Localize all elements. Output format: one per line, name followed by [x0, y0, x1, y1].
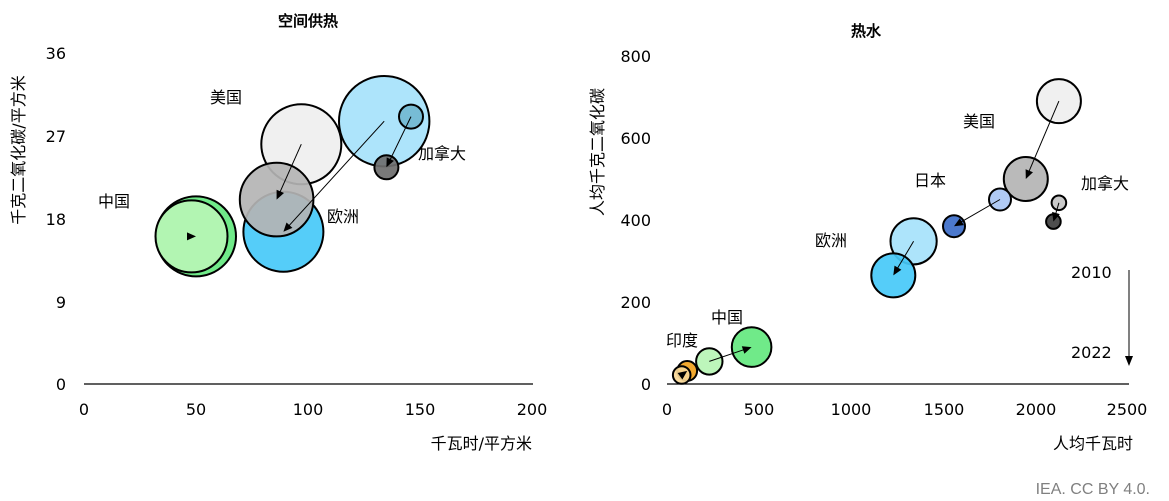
legend-arrow-head	[1125, 356, 1133, 366]
label-india: 印度	[666, 331, 698, 350]
year-legend: 2010 2022	[1071, 263, 1133, 366]
label-usa: 美国	[210, 88, 242, 107]
label-canada: 加拿大	[418, 144, 466, 163]
legend-to-year: 2022	[1071, 343, 1112, 362]
x-tick-label: 0	[79, 400, 89, 419]
x-tick-label: 2500	[1107, 400, 1148, 419]
hot-water-y-label: 人均千克二氧化碳	[588, 88, 607, 216]
x-tick-label: 200	[517, 400, 548, 419]
x-tick-label: 500	[744, 400, 775, 419]
hot-water-panel: 热水 0 500 1000 1500 2000 2500 0 200 400 6…	[588, 22, 1147, 453]
label-canada: 加拿大	[1081, 174, 1129, 193]
space-heating-panel: 空间供热 0 50 100 150 200 0 9 18 27 36 千瓦时/平…	[9, 12, 547, 453]
label-usa: 美国	[963, 112, 995, 131]
hot-water-x-ticks: 0 500 1000 1500 2000 2500	[662, 400, 1147, 419]
x-tick-label: 150	[405, 400, 436, 419]
bubble-2022	[732, 327, 772, 367]
y-tick-label: 36	[46, 44, 66, 63]
y-tick-label: 800	[620, 47, 651, 66]
label-europe: 欧洲	[815, 231, 847, 250]
space-heating-x-ticks: 0 50 100 150 200	[79, 400, 547, 419]
label-japan: 日本	[914, 171, 946, 190]
x-tick-label: 0	[662, 400, 672, 419]
change-arrow-line	[960, 200, 1000, 223]
space-heating-y-label: 千克二氧化碳/平方米	[9, 75, 28, 224]
x-tick-label: 1000	[831, 400, 872, 419]
hot-water-x-label: 人均千瓦时	[1053, 434, 1133, 453]
y-tick-label: 200	[620, 293, 651, 312]
y-tick-label: 0	[56, 375, 66, 394]
credit-text: IEA. CC BY 4.0.	[1036, 481, 1150, 498]
space-heating-y-ticks: 0 9 18 27 36	[46, 44, 66, 394]
x-tick-label: 1500	[924, 400, 965, 419]
x-tick-label: 50	[186, 400, 206, 419]
legend-from-year: 2010	[1071, 263, 1112, 282]
label-china: 中国	[711, 308, 743, 327]
space-heating-x-label: 千瓦时/平方米	[431, 434, 532, 453]
x-tick-label: 100	[293, 400, 324, 419]
y-tick-label: 400	[620, 211, 651, 230]
label-europe: 欧洲	[327, 207, 359, 226]
y-tick-label: 18	[46, 210, 66, 229]
y-tick-label: 27	[46, 127, 66, 146]
y-tick-label: 9	[56, 293, 66, 312]
hot-water-y-ticks: 0 200 400 600 800	[620, 47, 651, 394]
space-heating-bubbles	[156, 76, 430, 276]
y-tick-label: 600	[620, 129, 651, 148]
space-heating-title: 空间供热	[278, 12, 338, 30]
hot-water-bubbles	[673, 79, 1081, 384]
label-china: 中国	[98, 192, 130, 211]
y-tick-label: 0	[641, 375, 651, 394]
hot-water-title: 热水	[851, 22, 882, 40]
x-tick-label: 2000	[1016, 400, 1057, 419]
